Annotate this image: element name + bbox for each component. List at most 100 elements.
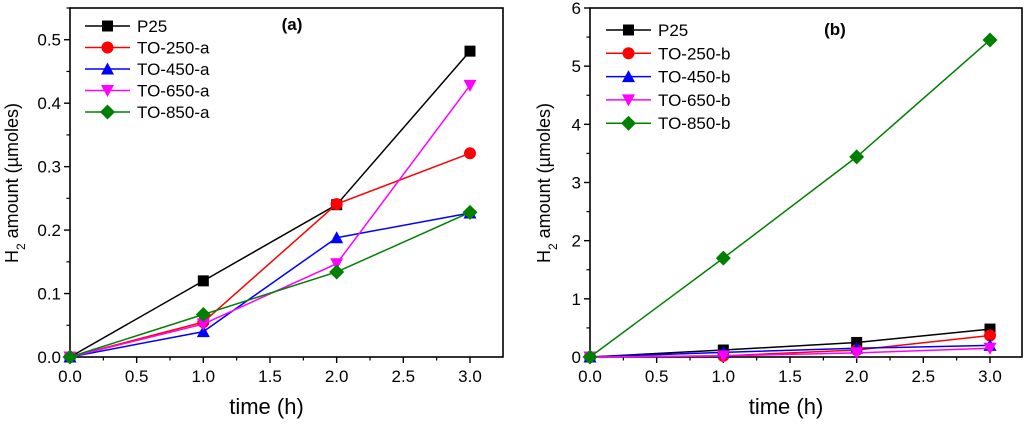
x-tick-label: 1.0 xyxy=(712,367,736,386)
series-to-850-a xyxy=(62,204,478,365)
legend-item: TO-250-a xyxy=(85,39,210,58)
series-line xyxy=(69,50,471,358)
legend-label: TO-650-a xyxy=(137,82,210,101)
data-point xyxy=(984,329,996,342)
data-point xyxy=(195,306,211,322)
x-tick-label: 1.5 xyxy=(778,367,802,386)
y-tick-label: 6 xyxy=(572,0,581,18)
data-point xyxy=(197,275,209,287)
y-tick-label: 0.2 xyxy=(37,221,61,240)
legend-label: TO-450-b xyxy=(658,68,730,87)
legend-label: TO-450-a xyxy=(137,60,210,79)
series-to-250-a xyxy=(64,147,476,363)
data-point xyxy=(196,325,210,338)
series-line xyxy=(69,152,471,358)
legend-item: P25 xyxy=(606,21,688,40)
data-point xyxy=(330,198,343,211)
legend-item: TO-850-b xyxy=(606,114,730,133)
data-point xyxy=(582,349,598,365)
legend-item: TO-850-a xyxy=(85,103,210,122)
x-axis-title: time (h) xyxy=(749,394,824,419)
data-point xyxy=(716,350,730,363)
y-tick-label: 2 xyxy=(572,232,581,251)
legend-marker xyxy=(100,104,115,120)
series-line xyxy=(589,344,991,358)
y-tick-label: 1 xyxy=(572,290,581,309)
series-line xyxy=(69,84,471,358)
series-to-650-a xyxy=(63,79,477,364)
legend-marker xyxy=(101,62,114,75)
legend-label: P25 xyxy=(658,21,688,40)
legend-item: P25 xyxy=(85,17,167,36)
data-point xyxy=(330,231,344,244)
legend-marker xyxy=(622,47,635,60)
legend-marker xyxy=(621,115,636,131)
legend-marker xyxy=(101,85,114,97)
series-line xyxy=(69,212,471,358)
plot-frame xyxy=(69,7,504,358)
data-point xyxy=(464,147,476,160)
data-point xyxy=(62,349,78,365)
legend-label: TO-250-a xyxy=(137,39,210,58)
x-axis-title: time (h) xyxy=(229,394,304,419)
x-tick-label: 0.5 xyxy=(125,367,149,386)
y-axis-title: H2 amount (µmoles) xyxy=(2,103,28,263)
data-point xyxy=(984,323,996,335)
series-to-850-b xyxy=(582,32,998,365)
y-axis-title-suffix: amount (µmoles) xyxy=(2,103,22,243)
panel-label: (a) xyxy=(282,15,303,34)
legend-item: TO-650-b xyxy=(606,91,730,110)
y-axis-title-subscript: 2 xyxy=(546,243,560,250)
y-tick-label: 0.4 xyxy=(37,94,61,113)
legend-item: TO-450-a xyxy=(85,60,210,79)
panel-label: (b) xyxy=(824,20,846,39)
legend: P25 TO-250-a TO-450-a TO-650-a TO-850-a xyxy=(85,17,210,122)
series-line xyxy=(589,39,991,358)
y-tick-label: 0 xyxy=(572,348,581,367)
data-point xyxy=(850,347,864,360)
legend-label: TO-850-b xyxy=(658,114,730,133)
x-tick-label: 2.5 xyxy=(392,367,416,386)
legend-item: TO-650-a xyxy=(85,82,210,101)
legend-marker xyxy=(101,41,114,54)
legend-label: TO-250-b xyxy=(658,44,730,63)
panel-a: 0.0 0.5 1.0 1.5 2.0 2.5 3.0 0.0 0.1 0.2 0.3 0.4 0.5 t… xyxy=(2,7,504,419)
legend-label: P25 xyxy=(137,17,167,36)
y-axis-title-prefix: H xyxy=(2,250,22,263)
legend-marker xyxy=(623,24,634,36)
series-line xyxy=(589,328,991,358)
data-point xyxy=(462,204,478,220)
legend-marker xyxy=(102,20,113,32)
series-line xyxy=(589,347,991,358)
data-point xyxy=(983,342,997,355)
data-point xyxy=(329,264,345,280)
x-tick-label: 2.0 xyxy=(325,367,349,386)
data-point xyxy=(463,79,477,92)
series-p25 xyxy=(64,45,476,363)
y-axis-title: H2 amount (µmoles) xyxy=(534,103,560,263)
x-tick-label: 0.0 xyxy=(578,367,602,386)
legend-marker xyxy=(622,70,635,83)
plot-frame xyxy=(589,7,1023,358)
legend-label: TO-850-a xyxy=(137,103,210,122)
data-point xyxy=(849,149,865,165)
x-tick-label: 3.0 xyxy=(978,367,1002,386)
data-point xyxy=(196,318,210,331)
series-line xyxy=(69,211,471,358)
x-tick-label: 1.0 xyxy=(192,367,216,386)
y-axis-title-subscript: 2 xyxy=(14,243,28,250)
y-tick-label: 3 xyxy=(572,174,581,193)
y-axis-title-prefix: H xyxy=(534,250,554,263)
y-tick-label: 0.5 xyxy=(37,31,61,50)
x-tick-label: 3.0 xyxy=(458,367,482,386)
x-tick-label: 0.5 xyxy=(645,367,669,386)
x-tick-label: 0.0 xyxy=(58,367,82,386)
y-tick-label: 0.0 xyxy=(37,348,61,367)
x-tick-label: 1.5 xyxy=(258,367,282,386)
data-point xyxy=(715,250,731,266)
y-tick-label: 0.1 xyxy=(37,285,61,304)
legend-marker xyxy=(622,94,635,107)
x-tick-label: 2.0 xyxy=(845,367,869,386)
x-tick-label: 2.5 xyxy=(912,367,936,386)
